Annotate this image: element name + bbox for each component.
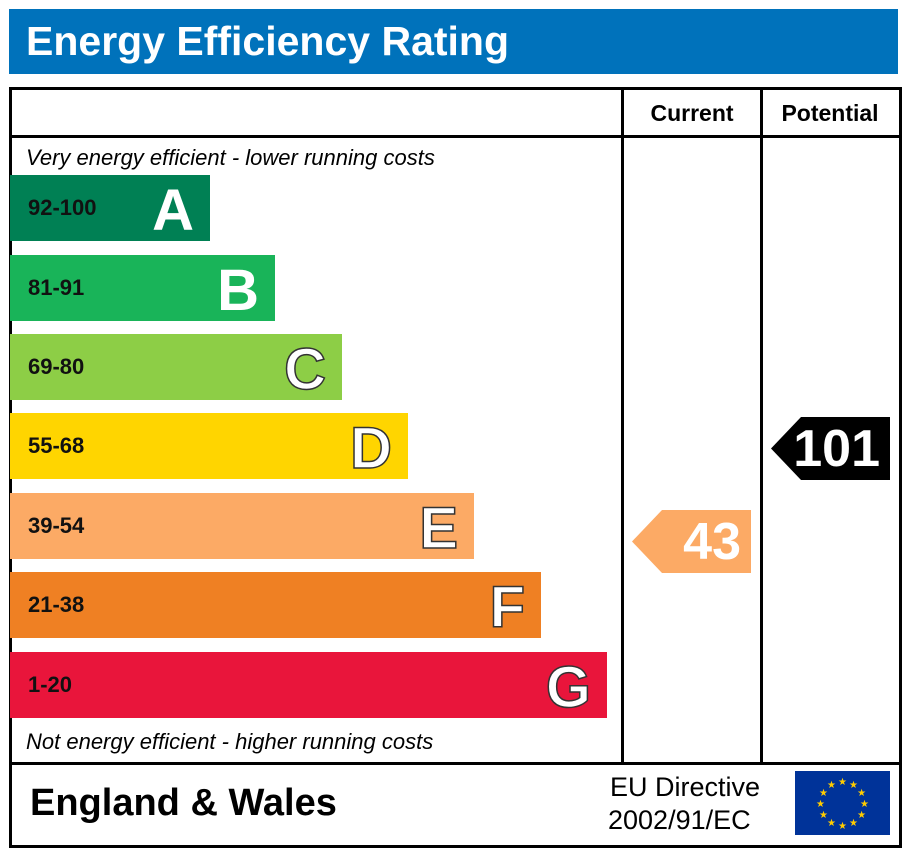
- current-rating-value: 43: [683, 513, 741, 571]
- band-f: 21-38 F: [10, 572, 541, 641]
- eu-star: ★: [819, 810, 828, 821]
- header-divider: [9, 135, 900, 138]
- eu-star: ★: [827, 818, 836, 829]
- eu-star: ★: [849, 780, 858, 791]
- band-range: 39-54: [28, 513, 85, 538]
- directive-line2: 2002/91/EC: [608, 805, 751, 835]
- band-g: 1-20 G: [10, 652, 607, 721]
- eu-star: ★: [827, 780, 836, 791]
- eu-star: ★: [838, 777, 847, 788]
- eu-flag-icon: ★ ★ ★ ★ ★ ★ ★ ★ ★ ★ ★ ★: [795, 771, 890, 835]
- eu-star: ★: [857, 810, 866, 821]
- band-range: 1-20: [28, 672, 73, 697]
- current-rating-arrow: 43: [632, 510, 751, 573]
- current-column-divider: [621, 87, 624, 764]
- eu-star: ★: [819, 788, 828, 799]
- band-e: 39-54 E: [10, 493, 474, 562]
- eu-star: ★: [849, 818, 858, 829]
- band-letter: G: [545, 654, 592, 721]
- directive-line1: EU Directive: [610, 772, 761, 802]
- band-range: 69-80: [28, 354, 85, 379]
- band-letter: B: [217, 258, 259, 323]
- current-header: Current: [650, 100, 734, 126]
- eu-star: ★: [857, 788, 866, 799]
- band-range: 55-68: [28, 433, 85, 458]
- band-a: 92-100 A: [10, 175, 210, 243]
- eu-star: ★: [816, 799, 825, 810]
- potential-header: Potential: [781, 100, 879, 126]
- footer-divider: [9, 762, 900, 765]
- band-letter: C: [283, 336, 326, 403]
- region-label: England & Wales: [30, 782, 337, 824]
- eu-star: ★: [860, 799, 869, 810]
- band-range: 92-100: [28, 195, 97, 220]
- current-arrow-shape: [632, 510, 751, 573]
- potential-rating-value: 101: [793, 420, 880, 478]
- potential-arrow-shape: [771, 417, 890, 480]
- potential-column-divider: [760, 87, 763, 764]
- band-letter: F: [489, 574, 526, 641]
- band-range: 81-91: [28, 275, 85, 300]
- eu-star: ★: [838, 821, 847, 832]
- bottom-note: Not energy efficient - higher running co…: [26, 729, 434, 754]
- band-d: 55-68 D: [10, 413, 408, 482]
- band-b: 81-91 B: [10, 255, 275, 323]
- band-letter: A: [152, 178, 194, 243]
- title-banner: [9, 9, 898, 74]
- band-range: 21-38: [28, 592, 85, 617]
- band-c: 69-80 C: [10, 334, 342, 403]
- band-letter: E: [419, 495, 459, 562]
- potential-rating-arrow: 101: [771, 417, 890, 480]
- band-letter: D: [349, 415, 392, 482]
- chart-title: Energy Efficiency Rating: [26, 18, 510, 64]
- top-note: Very energy efficient - lower running co…: [26, 145, 435, 170]
